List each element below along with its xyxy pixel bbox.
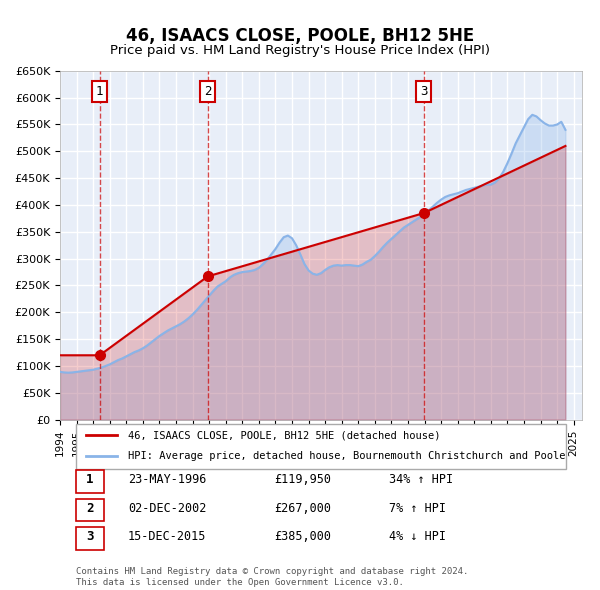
FancyBboxPatch shape [76,424,566,469]
Text: £119,950: £119,950 [274,473,331,486]
Text: 2: 2 [204,85,212,98]
Text: 3: 3 [86,530,94,543]
Text: £267,000: £267,000 [274,502,331,515]
Text: 2: 2 [86,502,94,515]
Text: 1: 1 [86,473,94,486]
Text: 1: 1 [96,85,103,98]
Text: 3: 3 [420,85,428,98]
Text: 15-DEC-2015: 15-DEC-2015 [128,530,206,543]
Text: HPI: Average price, detached house, Bournemouth Christchurch and Poole: HPI: Average price, detached house, Bour… [128,451,565,461]
Text: 46, ISAACS CLOSE, POOLE, BH12 5HE (detached house): 46, ISAACS CLOSE, POOLE, BH12 5HE (detac… [128,431,440,441]
Text: Contains HM Land Registry data © Crown copyright and database right 2024.
This d: Contains HM Land Registry data © Crown c… [76,567,468,586]
Text: 34% ↑ HPI: 34% ↑ HPI [389,473,453,486]
FancyBboxPatch shape [76,499,104,521]
Text: 46, ISAACS CLOSE, POOLE, BH12 5HE: 46, ISAACS CLOSE, POOLE, BH12 5HE [126,27,474,45]
Text: Price paid vs. HM Land Registry's House Price Index (HPI): Price paid vs. HM Land Registry's House … [110,44,490,57]
Text: £385,000: £385,000 [274,530,331,543]
Text: 02-DEC-2002: 02-DEC-2002 [128,502,206,515]
FancyBboxPatch shape [76,527,104,550]
FancyBboxPatch shape [76,470,104,493]
Text: 4% ↓ HPI: 4% ↓ HPI [389,530,446,543]
Text: 23-MAY-1996: 23-MAY-1996 [128,473,206,486]
Text: 7% ↑ HPI: 7% ↑ HPI [389,502,446,515]
